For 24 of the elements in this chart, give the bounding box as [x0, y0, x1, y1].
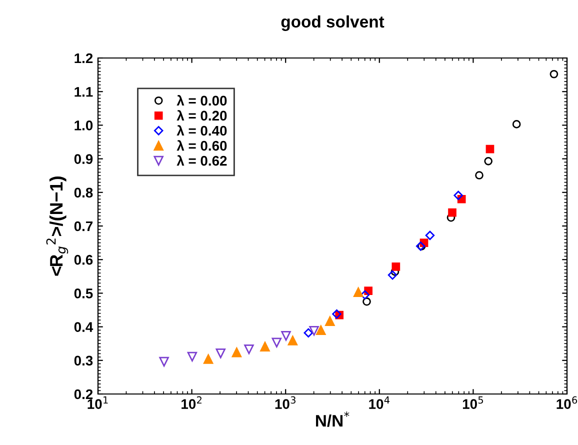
y-tick-label: 1.1: [74, 87, 93, 97]
legend-label: λ = 0.60: [176, 140, 227, 151]
y-tick-label: 0.2: [74, 389, 93, 400]
chart-title: good solvent: [281, 15, 384, 31]
y-tick-label: 0.3: [74, 356, 93, 366]
x-tick-label: 10$^{5}$: [462, 396, 484, 409]
x-axis-title: N/N$^{*}$: [316, 411, 350, 427]
y-tick-label: 1.2: [74, 53, 93, 64]
legend-label: λ = 0.40: [176, 125, 227, 136]
legend-label: λ = 0.00: [176, 95, 227, 106]
y-tick-label: 1.0: [74, 120, 93, 130]
y-tick-label: 0.7: [74, 221, 93, 232]
x-tick-label: 10$^{2}$: [182, 396, 202, 409]
x-tick-label: 10$^{6}$: [556, 396, 578, 409]
legend-label: λ = 0.20: [176, 110, 227, 121]
legend-label: λ = 0.62: [176, 155, 227, 166]
y-tick-label: 0.5: [74, 288, 93, 298]
x-tick-label: 10$^{4}$: [369, 396, 390, 409]
y-axis-title: <R$_{g}$$^{2}$>/(N−1): [46, 176, 68, 276]
y-tick-label: 0.4: [74, 322, 94, 332]
y-tick-label: 0.9: [74, 154, 93, 164]
y-tick-label: 0.8: [74, 188, 93, 198]
x-tick-label: 10$^{3}$: [275, 396, 296, 409]
y-tick-label: 0.6: [74, 254, 93, 265]
